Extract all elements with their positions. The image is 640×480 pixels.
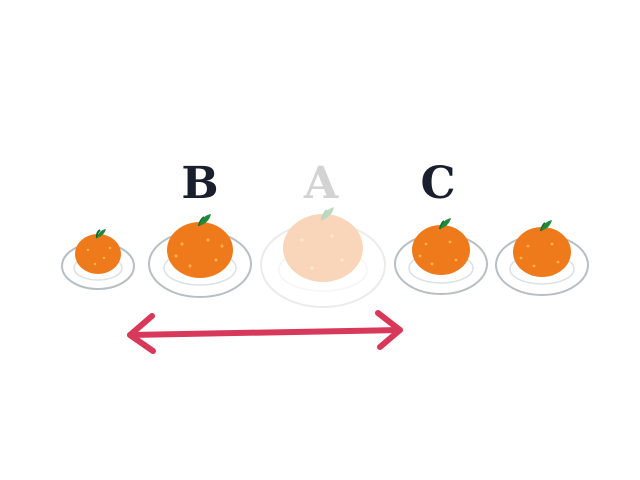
plate-orange-1 (61, 229, 135, 290)
label-b: B (181, 158, 218, 209)
plate-orange-b (148, 214, 252, 298)
label-a: A (303, 158, 339, 209)
double-arrow-icon (127, 310, 403, 354)
plate-orange-a (260, 207, 386, 308)
plate-orange-5 (495, 220, 589, 296)
plate-orange-c (394, 218, 488, 295)
label-c: C (420, 158, 455, 209)
